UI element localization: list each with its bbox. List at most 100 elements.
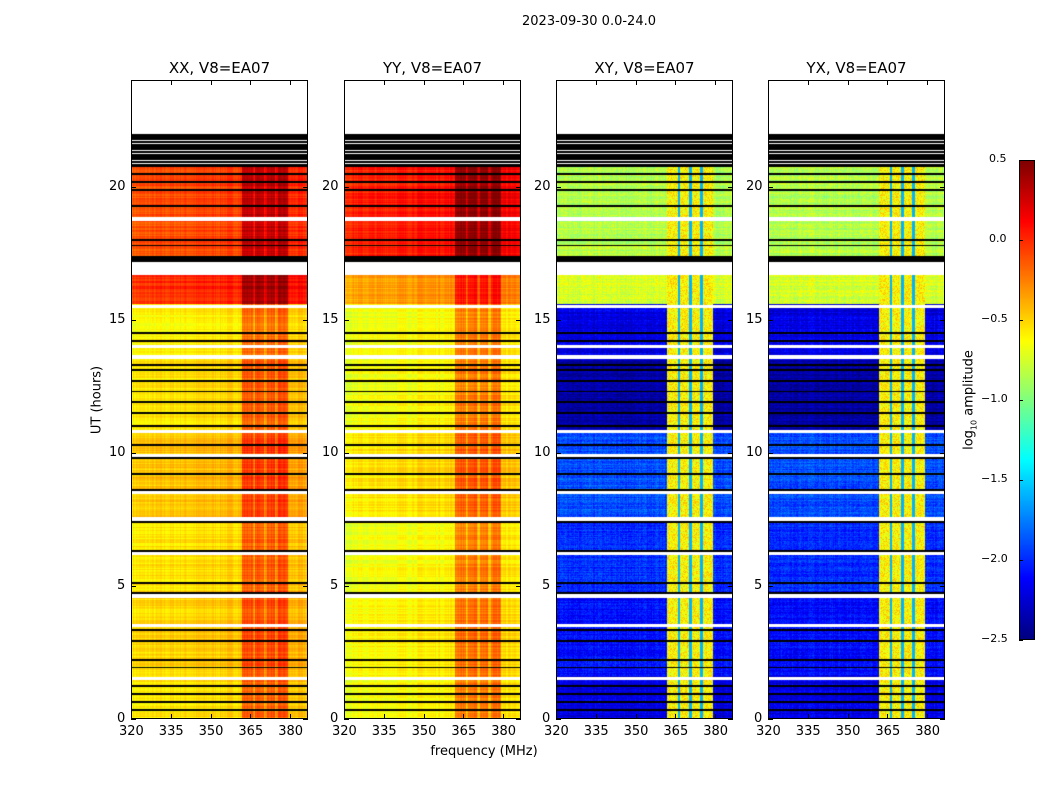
- colorbar-tick: [1019, 400, 1023, 401]
- x-tick: [635, 80, 637, 85]
- x-tick: [595, 714, 597, 719]
- x-tick: [344, 714, 345, 719]
- x-tick: [595, 80, 597, 85]
- panel-title: XY, V8=EA07: [594, 59, 695, 77]
- x-tick-label: 380: [278, 724, 304, 739]
- y-tick: [344, 719, 349, 720]
- x-tick: [423, 80, 425, 85]
- heatmap-image-xx: [132, 81, 307, 718]
- x-tick: [807, 80, 809, 85]
- x-tick-label: 335: [371, 724, 397, 739]
- y-tick: [556, 452, 561, 454]
- colorbar-tick: [1019, 240, 1023, 241]
- y-tick-label: 15: [746, 311, 763, 327]
- y-tick-label: 5: [117, 577, 126, 593]
- colorbar-tick: [1019, 160, 1023, 161]
- x-tick: [383, 714, 385, 719]
- x-tick: [383, 80, 385, 85]
- y-tick: [516, 186, 521, 188]
- y-tick: [556, 319, 561, 321]
- y-tick: [344, 186, 349, 188]
- x-tick-label: 365: [238, 724, 264, 739]
- x-tick: [170, 714, 172, 719]
- y-tick: [303, 186, 308, 188]
- x-tick: [503, 714, 505, 719]
- y-tick-label: 20: [322, 178, 339, 194]
- y-tick: [303, 452, 308, 454]
- x-tick: [210, 714, 212, 719]
- y-tick-label: 10: [746, 444, 763, 460]
- y-tick: [303, 585, 308, 587]
- y-tick: [516, 585, 521, 587]
- x-tick: [463, 80, 465, 85]
- y-tick: [728, 186, 733, 188]
- y-tick: [131, 452, 136, 454]
- x-tick: [675, 80, 677, 85]
- colorbar-gradient: [1020, 161, 1034, 639]
- y-tick: [768, 452, 773, 454]
- x-tick: [927, 714, 929, 719]
- y-tick-label: 15: [534, 311, 551, 327]
- y-tick-label: 0: [117, 711, 126, 726]
- x-tick-label: 320: [544, 724, 569, 739]
- x-tick-label: 380: [915, 724, 941, 739]
- heatmap-image-yy: [345, 81, 520, 718]
- y-tick: [556, 719, 561, 720]
- y-tick: [131, 719, 136, 720]
- panel-title: YX, V8=EA07: [806, 59, 907, 77]
- x-tick: [290, 714, 292, 719]
- y-tick: [728, 452, 733, 454]
- colorbar-tick-label: 0.5: [989, 152, 1007, 165]
- y-tick: [344, 319, 349, 321]
- x-tick-label: 335: [795, 724, 821, 739]
- y-tick: [940, 186, 945, 188]
- x-tick: [250, 714, 252, 719]
- y-tick: [131, 186, 136, 188]
- y-tick: [131, 319, 136, 321]
- figure-title: 2023-09-30 0.0-24.0: [522, 14, 656, 29]
- y-tick: [516, 452, 521, 454]
- y-tick-label: 20: [746, 178, 763, 194]
- x-tick: [170, 80, 172, 85]
- colorbar-label-suffix: amplitude: [961, 350, 977, 420]
- colorbar-tick: [1019, 640, 1023, 641]
- colorbar-tick-label: −1.0: [981, 392, 1008, 405]
- x-tick-label: 320: [756, 724, 781, 739]
- x-tick: [250, 80, 252, 85]
- x-tick: [768, 714, 769, 719]
- heatmap-image-xy: [557, 81, 732, 718]
- x-axis-label: frequency (MHz): [430, 744, 538, 759]
- x-tick: [344, 80, 345, 85]
- x-tick-label: 350: [198, 724, 224, 739]
- y-tick: [940, 719, 945, 720]
- x-tick: [131, 80, 132, 85]
- panel-title: YY, V8=EA07: [382, 59, 483, 77]
- y-tick-label: 10: [109, 444, 126, 460]
- x-tick-label: 320: [119, 724, 144, 739]
- y-tick-label: 5: [754, 577, 763, 593]
- y-axis-label: UT (hours): [89, 365, 105, 435]
- y-tick: [768, 319, 773, 321]
- x-tick: [463, 714, 465, 719]
- x-tick: [635, 714, 637, 719]
- colorbar-tick-label: −2.0: [981, 552, 1008, 565]
- y-tick-label: 20: [109, 178, 126, 194]
- y-tick-label: 0: [330, 711, 339, 726]
- x-tick: [847, 80, 849, 85]
- y-tick: [768, 186, 773, 188]
- y-tick: [940, 319, 945, 321]
- colorbar-tick: [1019, 560, 1023, 561]
- x-tick-label: 380: [703, 724, 729, 739]
- y-tick: [516, 319, 521, 321]
- colorbar-tick-label: −1.5: [981, 472, 1008, 485]
- x-tick-label: 320: [332, 724, 357, 739]
- x-tick-label: 350: [411, 724, 437, 739]
- y-tick: [728, 719, 733, 720]
- y-tick: [303, 719, 308, 720]
- y-tick: [728, 585, 733, 587]
- colorbar-tick: [1019, 480, 1023, 481]
- x-tick: [210, 80, 212, 85]
- x-tick: [131, 714, 132, 719]
- x-tick: [556, 80, 557, 85]
- colorbar-tick-label: 0.0: [989, 232, 1007, 245]
